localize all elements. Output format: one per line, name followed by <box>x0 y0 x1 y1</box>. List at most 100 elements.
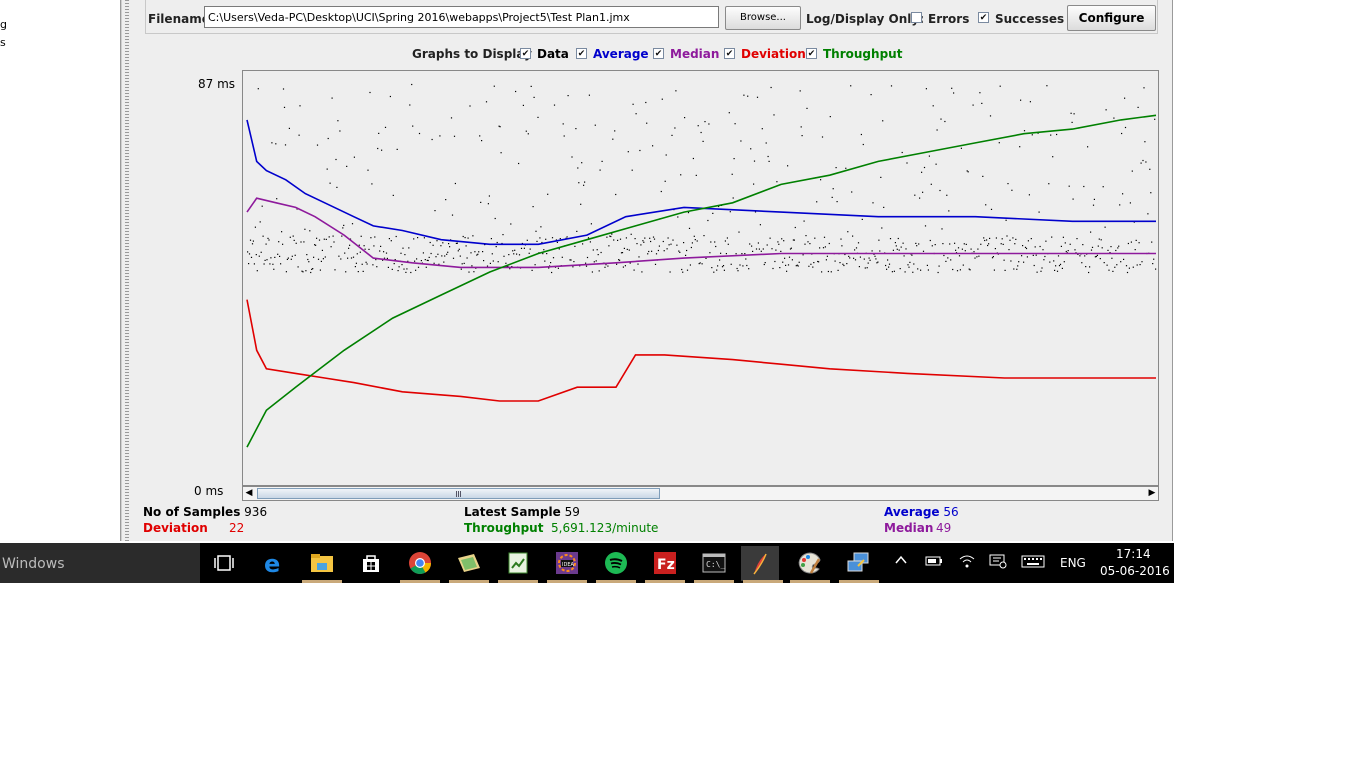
data-point <box>657 249 659 252</box>
data-point <box>456 242 458 244</box>
data-point <box>301 270 303 272</box>
data-point <box>445 199 447 201</box>
data-point <box>416 258 418 260</box>
data-point <box>341 235 343 237</box>
data-point <box>449 246 451 248</box>
data-point <box>364 248 366 250</box>
edge-browser-icon[interactable]: e <box>258 548 288 578</box>
filezilla-icon[interactable]: Fz <box>650 548 680 578</box>
data-point <box>713 271 715 273</box>
data-point <box>617 239 619 241</box>
data-point <box>1062 236 1064 238</box>
notification-sync-icon[interactable] <box>989 553 1007 572</box>
data-point <box>859 256 861 258</box>
data-checkbox[interactable] <box>520 48 531 59</box>
data-point <box>1061 267 1063 269</box>
data-point <box>653 238 656 240</box>
data-point <box>352 256 355 258</box>
data-point <box>1138 242 1140 244</box>
spotify-icon[interactable] <box>601 548 631 578</box>
data-point <box>310 271 312 274</box>
data-point <box>715 245 717 248</box>
data-point <box>1051 236 1053 238</box>
tree-item-fragment[interactable]: g <box>0 18 7 31</box>
data-point <box>452 257 455 259</box>
data-point <box>748 268 750 270</box>
svg-text:e: e <box>264 551 280 575</box>
store-icon[interactable] <box>356 548 386 578</box>
data-point <box>828 242 830 245</box>
show-hidden-icons-chevron-icon[interactable] <box>894 553 908 570</box>
data-point <box>499 126 501 128</box>
data-point <box>793 239 795 241</box>
data-point <box>1120 261 1122 263</box>
graph-canvas <box>246 83 1157 448</box>
data-point <box>497 261 499 263</box>
successes-checkbox[interactable] <box>978 12 989 23</box>
scroll-right-arrow-icon[interactable]: ▶ <box>1148 488 1156 498</box>
data-point <box>630 233 632 235</box>
chrome-icon[interactable] <box>405 548 435 578</box>
data-point <box>528 252 530 254</box>
data-point <box>554 266 557 268</box>
scroll-thumb[interactable] <box>257 488 660 499</box>
paint-icon[interactable] <box>795 548 825 578</box>
data-point <box>522 104 524 106</box>
test-plan-tree[interactable]: g s <box>0 0 121 541</box>
data-point <box>679 251 681 253</box>
data-point <box>1092 204 1095 206</box>
file-explorer-icon[interactable] <box>307 548 337 578</box>
errors-checkbox[interactable] <box>911 12 922 23</box>
data-point <box>414 260 416 262</box>
clock-date[interactable]: 05-06-2016 <box>1100 564 1170 578</box>
data-point <box>1117 247 1119 249</box>
remote-desktop-icon[interactable] <box>844 548 874 578</box>
clock-time[interactable]: 17:14 <box>1116 547 1151 561</box>
photos-folder-icon[interactable] <box>454 548 484 578</box>
filename-input[interactable] <box>204 6 719 28</box>
battery-icon[interactable] <box>925 554 943 571</box>
data-point <box>945 260 947 262</box>
data-point <box>550 262 552 264</box>
data-point <box>943 254 945 257</box>
median-checkbox[interactable] <box>653 48 664 59</box>
data-point <box>303 241 305 243</box>
data-point <box>409 104 411 106</box>
jmeter-feather-icon[interactable] <box>741 546 779 581</box>
data-point <box>267 237 269 239</box>
browse-button[interactable]: Browse... <box>725 6 801 30</box>
tree-item-fragment[interactable]: s <box>0 36 6 49</box>
keyboard-icon[interactable] <box>1021 555 1045 571</box>
jetbrains-idea-icon[interactable]: IDEA <box>552 548 582 578</box>
wifi-icon[interactable] <box>958 553 976 572</box>
remote-desktop-active-indicator <box>839 580 879 583</box>
data-point <box>780 250 782 252</box>
deviation-checkbox[interactable] <box>724 48 735 59</box>
task-view-icon[interactable] <box>209 548 239 578</box>
data-point <box>922 250 925 252</box>
data-point <box>903 255 905 257</box>
data-point <box>789 248 792 250</box>
graph-horizontal-scrollbar[interactable]: ◀ ▶ <box>242 486 1159 501</box>
data-point <box>259 221 261 223</box>
data-point <box>292 235 294 237</box>
search-box[interactable] <box>0 543 200 583</box>
configure-button[interactable]: Configure <box>1067 5 1156 31</box>
data-point <box>661 98 663 100</box>
data-point <box>762 248 764 250</box>
data-point <box>628 249 630 251</box>
data-point <box>692 157 694 160</box>
data-point <box>667 237 669 239</box>
command-prompt-icon[interactable]: C:\_ <box>699 548 729 578</box>
data-point <box>526 239 528 241</box>
data-point <box>980 243 982 245</box>
input-language[interactable]: ENG <box>1060 556 1086 570</box>
data-point <box>786 270 788 272</box>
data-point <box>1150 192 1152 194</box>
scroll-left-arrow-icon[interactable]: ◀ <box>245 488 253 498</box>
data-point <box>968 268 970 270</box>
data-point <box>904 271 906 273</box>
throughput-checkbox[interactable] <box>806 48 817 59</box>
sheet-app-icon[interactable] <box>503 548 533 578</box>
average-checkbox[interactable] <box>576 48 587 59</box>
